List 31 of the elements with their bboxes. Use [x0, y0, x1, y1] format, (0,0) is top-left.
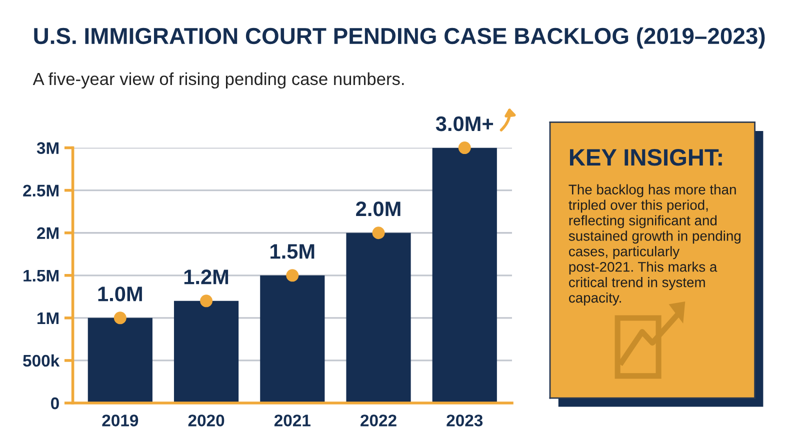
text: KEY INSIGHT:	[570, 149, 722, 166]
bar	[174, 300, 239, 404]
data-label: 2.0M	[356, 201, 400, 216]
y-tick-label: 0	[50, 397, 59, 410]
x-tick-label: 2019	[102, 414, 138, 426]
bar	[432, 148, 497, 404]
data-label: 1.0M	[98, 286, 142, 302]
point	[372, 226, 385, 240]
y-tick-label: 1M	[38, 312, 58, 324]
point	[200, 294, 213, 308]
chart-title: U.S. IMMIGRATION COURT PENDING CASE BACKLOG (2019–2023)	[34, 27, 765, 49]
chart-subtitle: A five-year view of rising pending case numbers.	[32, 72, 404, 89]
bar	[88, 318, 152, 404]
bar	[260, 275, 325, 404]
x-tick-label: 2021	[274, 414, 310, 426]
data-label: 1.2M	[184, 270, 228, 284]
text: The backlog has more than tripled over this period, reflecting significant and sustained growth in pending cases, particularly post-2021. This marks a critical trend in system capacity.	[568, 184, 740, 306]
point	[286, 269, 299, 282]
y-tick-label: 500k	[23, 354, 60, 367]
x-tick-label: 2023	[446, 414, 483, 426]
y-tick-label: 2.5M	[23, 184, 58, 197]
point	[114, 312, 126, 324]
point	[458, 142, 471, 154]
y-tick-label: 3M	[36, 142, 58, 154]
x-tick-label: 2022	[360, 414, 396, 426]
data-label: 1.5M	[270, 244, 314, 259]
bar	[346, 232, 411, 404]
x-tick-label: 2020	[188, 414, 224, 426]
y-tick-label: 2M	[37, 227, 58, 239]
y-tick-label: 1.5M	[24, 270, 58, 282]
data-label: 3.0M+	[436, 116, 494, 132]
